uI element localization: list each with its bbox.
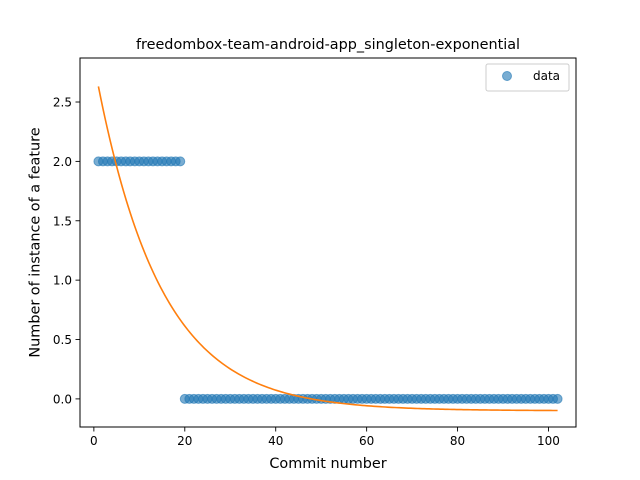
x-tick-label: 40	[268, 434, 283, 448]
legend-frame	[485, 63, 570, 92]
fit-curve	[97, 86, 558, 412]
chart-title: freedombox-team-android-app_singleton-ex…	[136, 37, 520, 53]
legend-label: data	[533, 69, 560, 83]
data-point	[552, 393, 563, 404]
x-axis-label: Commit number	[269, 456, 386, 472]
y-tick-label: 1.0	[53, 274, 72, 288]
y-tick-label: 2.5	[53, 96, 72, 110]
plot-frame	[79, 57, 577, 428]
series-layer	[93, 86, 563, 412]
y-axis-label: Number of instance of a feature	[28, 127, 44, 357]
legend: data	[485, 63, 570, 92]
plot-area	[80, 58, 576, 427]
y-tick-label: 0.0	[53, 392, 72, 406]
x-tick-label: 20	[177, 434, 192, 448]
x-tick-label: 100	[537, 434, 560, 448]
x-axis: 0 20 40 60 80 100	[90, 427, 560, 448]
y-tick-label: 0.5	[53, 333, 72, 347]
x-tick-label: 0	[90, 434, 98, 448]
x-tick-label: 60	[359, 434, 374, 448]
y-tick-label: 1.5	[53, 214, 72, 228]
legend-marker	[502, 71, 512, 81]
plot-background	[80, 58, 576, 427]
data-point	[175, 156, 186, 167]
x-tick-label: 80	[450, 434, 465, 448]
y-tick-label: 2.0	[53, 155, 72, 169]
y-axis: 0.0 0.5 1.0 1.5 2.0 2.5	[53, 96, 80, 406]
